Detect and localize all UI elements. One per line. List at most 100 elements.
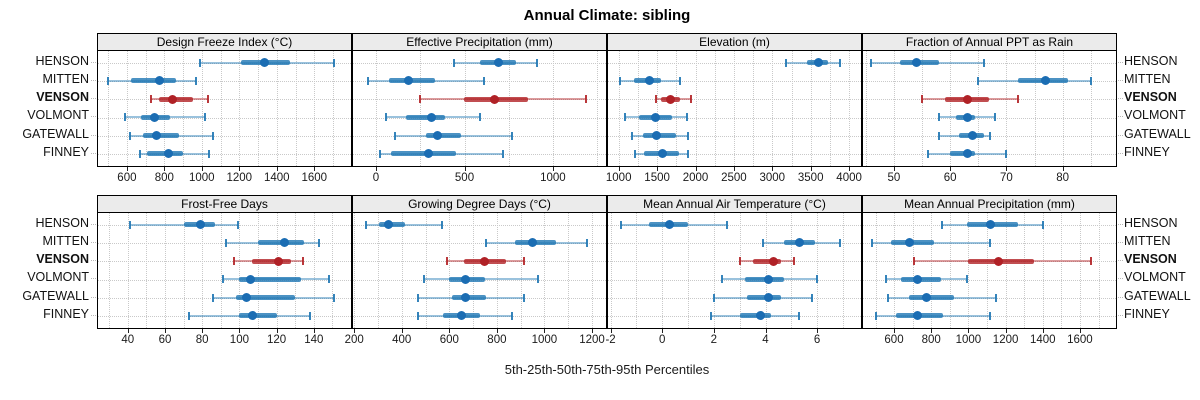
median-dot (968, 131, 978, 141)
horizontal-gridline (353, 135, 606, 137)
median-dot (993, 256, 1003, 266)
axis-tick (610, 329, 612, 333)
vertical-gridline (496, 213, 498, 328)
whisker-cap-high (687, 131, 690, 140)
interquartile-bar (142, 133, 180, 139)
panel-strip-title: Growing Degree Days (°C) (352, 195, 607, 213)
horizontal-gridline (608, 81, 861, 82)
whisker-cap-low (977, 76, 980, 85)
whisker-cap-high (988, 311, 991, 320)
median-dot (155, 76, 165, 86)
whisker-cap-high (994, 113, 997, 122)
panel-body (607, 212, 862, 329)
axis-tick-label: 1000 (531, 334, 558, 346)
axis-tick-label: 40 (121, 334, 135, 346)
station-label: VOLMONT (27, 270, 89, 285)
panel-strip-title: Elevation (m) (607, 33, 862, 51)
vertical-gridline (1006, 51, 1008, 166)
vertical-gridline (637, 51, 639, 166)
vertical-gridline (520, 213, 522, 328)
axis-tick-label: 4 (762, 334, 769, 346)
panel-strip-title: Effective Precipitation (mm) (352, 33, 607, 51)
interquartile-bar (252, 258, 292, 264)
whisker-cap-high (995, 293, 998, 302)
axis-tick-label: 1200 (579, 334, 605, 346)
whisker-cap-high (441, 220, 444, 229)
axis-tick (464, 167, 466, 171)
median-dot (490, 94, 500, 104)
station-label: HENSON (35, 53, 89, 68)
axis-tick (950, 167, 952, 171)
whisker-cap-low (870, 58, 873, 67)
vertical-gridline (894, 213, 895, 328)
median-dot (658, 149, 668, 159)
horizontal-gridline (608, 279, 861, 281)
axis-tick-label: 70 (999, 172, 1013, 184)
vertical-gridline (378, 213, 379, 328)
median-dot (423, 149, 433, 159)
whisker-cap-low (384, 113, 387, 122)
vertical-gridline (109, 213, 111, 328)
station-label: FINNEY (1124, 306, 1170, 321)
axis-tick-label: 800 (487, 334, 507, 346)
axis-tick (765, 329, 767, 333)
station-label: VENSON (36, 252, 89, 267)
panel-body (862, 50, 1117, 167)
horizontal-gridline (863, 279, 1116, 281)
whisker-cap-high (982, 58, 985, 67)
horizontal-gridline (98, 297, 351, 299)
vertical-gridline (146, 213, 148, 328)
median-dot (962, 149, 972, 159)
median-dot (273, 256, 283, 266)
median-dot (461, 293, 471, 303)
horizontal-gridline (353, 224, 606, 226)
vertical-gridline (791, 213, 793, 328)
median-dot (384, 220, 394, 230)
vertical-gridline (126, 51, 128, 166)
vertical-gridline (145, 51, 147, 166)
row-tick-stub (91, 116, 96, 118)
row-tick-stub (91, 296, 96, 298)
horizontal-gridline (608, 297, 861, 299)
whisker-cap-high (1090, 257, 1093, 266)
vertical-gridline (597, 51, 599, 166)
whisker-cap-low (655, 95, 658, 104)
page-title: Annual Climate: sibling (523, 7, 691, 24)
panel-body (862, 212, 1117, 329)
interquartile-bar (239, 276, 301, 282)
vertical-gridline (695, 51, 697, 166)
axis-tick (662, 329, 664, 333)
median-dot (163, 149, 173, 159)
row-tick-stub (91, 223, 96, 225)
vertical-gridline (714, 51, 716, 166)
row-tick-stub (1118, 98, 1123, 100)
row-tick-stub (1118, 260, 1123, 262)
horizontal-gridline (608, 135, 861, 137)
axis-tick-label: 6 (813, 334, 821, 346)
whisker-cap-low (138, 149, 141, 158)
axis-tick (552, 167, 554, 171)
whisker-cap-high (725, 220, 728, 229)
whisker-cap-low (630, 131, 633, 140)
whisker-cap-high (207, 95, 210, 104)
whisker-cap-low (394, 131, 397, 140)
whisker-cap-high (333, 293, 336, 302)
whisker-cap-low (941, 220, 944, 229)
whisker-cap-low (875, 311, 878, 320)
median-dot (652, 131, 662, 141)
whisker-cap-high (810, 293, 813, 302)
whisker-cap-low (619, 220, 622, 229)
vertical-gridline (1098, 213, 1100, 328)
median-dot (152, 131, 162, 141)
row-tick-stub (91, 152, 96, 154)
whisker-cap-low (423, 275, 426, 284)
whisker-cap-low (198, 58, 201, 67)
interquartile-bar (239, 313, 277, 319)
axis-tick-label: 800 (921, 334, 941, 346)
median-dot (246, 274, 256, 284)
horizontal-gridline (353, 154, 606, 155)
whisker-cap-low (150, 95, 153, 104)
whisker-cap-low (417, 311, 420, 320)
median-dot (1041, 76, 1051, 86)
whisker-cap-low (761, 238, 764, 247)
